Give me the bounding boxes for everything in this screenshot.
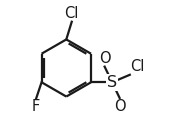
Text: S: S [107,75,117,90]
Text: O: O [114,99,125,114]
Text: F: F [32,99,40,114]
Text: Cl: Cl [65,6,79,21]
Text: Cl: Cl [131,59,145,74]
Text: O: O [99,51,111,66]
